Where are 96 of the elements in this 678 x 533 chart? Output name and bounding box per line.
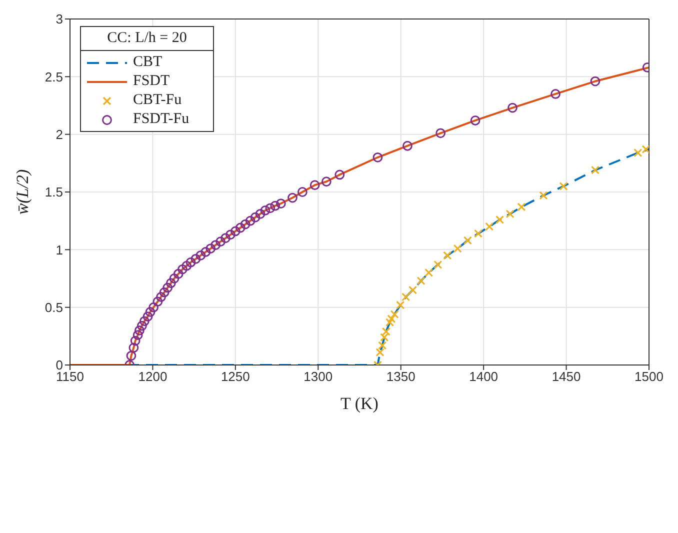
- point: [126, 350, 136, 361]
- point: [166, 278, 176, 288]
- point: [210, 240, 221, 250]
- point: [235, 222, 246, 233]
- legend-label: CBT: [133, 54, 162, 71]
- point: [159, 287, 170, 298]
- point: [145, 306, 156, 317]
- point: [255, 208, 266, 219]
- point: [265, 203, 276, 214]
- point: [216, 236, 226, 247]
- x-tick-label: 1450: [552, 369, 581, 384]
- point: [156, 292, 166, 302]
- point: [245, 216, 256, 226]
- point: [200, 247, 211, 257]
- point: [169, 274, 180, 284]
- point: [642, 145, 649, 154]
- y-tick-label: 2: [56, 126, 63, 142]
- point: [321, 176, 332, 187]
- point: [380, 333, 389, 342]
- point: [508, 102, 518, 113]
- point: [436, 128, 446, 138]
- point: [288, 192, 298, 203]
- point: [196, 250, 206, 260]
- y-tick-label: 1: [56, 242, 63, 258]
- point: [186, 257, 196, 268]
- x-tick-label: 1400: [469, 369, 498, 384]
- legend-label: CBT-Fu: [133, 92, 182, 109]
- x-axis-title: T (K): [340, 394, 378, 413]
- point: [485, 222, 494, 231]
- point: [139, 316, 150, 326]
- point: [387, 314, 396, 324]
- legend-title: CC: L/h = 20: [106, 29, 188, 48]
- point: [206, 244, 216, 254]
- point: [376, 348, 384, 357]
- point: [402, 292, 410, 302]
- x-tick-label: 1250: [220, 369, 250, 384]
- point: [396, 300, 405, 310]
- x-tick-label: 1500: [634, 369, 664, 384]
- point: [550, 89, 560, 99]
- point: [178, 264, 188, 274]
- point: [382, 327, 390, 336]
- point: [230, 226, 240, 236]
- y-tick-label: 3: [56, 12, 63, 27]
- y-tick-label: 2.5: [44, 69, 63, 84]
- point: [250, 212, 260, 222]
- point: [142, 312, 153, 322]
- point: [474, 229, 483, 238]
- point: [590, 76, 600, 86]
- x-tick-label: 1300: [304, 369, 333, 384]
- point: [128, 342, 139, 353]
- legend-label: FSDT: [133, 73, 170, 90]
- point: [260, 206, 270, 216]
- point: [190, 254, 201, 264]
- point: [416, 276, 426, 286]
- point: [134, 325, 144, 336]
- point: [539, 191, 548, 200]
- point: [297, 187, 308, 197]
- point: [240, 219, 250, 230]
- point: [385, 318, 394, 327]
- point: [173, 268, 184, 279]
- point: [137, 320, 147, 331]
- point: [220, 233, 230, 244]
- point: [276, 198, 286, 208]
- point: [590, 166, 600, 174]
- point: [495, 215, 504, 224]
- point: [463, 236, 472, 245]
- point: [453, 244, 462, 253]
- point: [470, 116, 480, 126]
- x-tick-label: 1350: [386, 369, 416, 384]
- point: [226, 230, 236, 240]
- point: [424, 268, 434, 278]
- point: [559, 182, 568, 191]
- point: [634, 148, 642, 158]
- legend-label: FSDT-Fu: [133, 111, 190, 128]
- point: [132, 330, 143, 340]
- point: [408, 286, 418, 294]
- point: [162, 282, 173, 293]
- point: [130, 336, 140, 346]
- y-tick-label: 1.5: [44, 184, 63, 200]
- point: [390, 310, 399, 319]
- point: [182, 260, 192, 271]
- x-tick-label: 1200: [138, 369, 168, 384]
- point: [152, 296, 163, 307]
- y-axis-title: w̄(L/2): [13, 168, 32, 215]
- point: [434, 260, 442, 269]
- point: [506, 210, 514, 218]
- point: [310, 180, 320, 190]
- point: [517, 202, 526, 212]
- point: [378, 341, 387, 350]
- point: [372, 152, 383, 162]
- point: [148, 302, 158, 312]
- y-tick-label: 0.5: [44, 300, 63, 315]
- point: [402, 140, 412, 151]
- point: [443, 251, 452, 260]
- point: [270, 200, 280, 211]
- point: [334, 170, 345, 180]
